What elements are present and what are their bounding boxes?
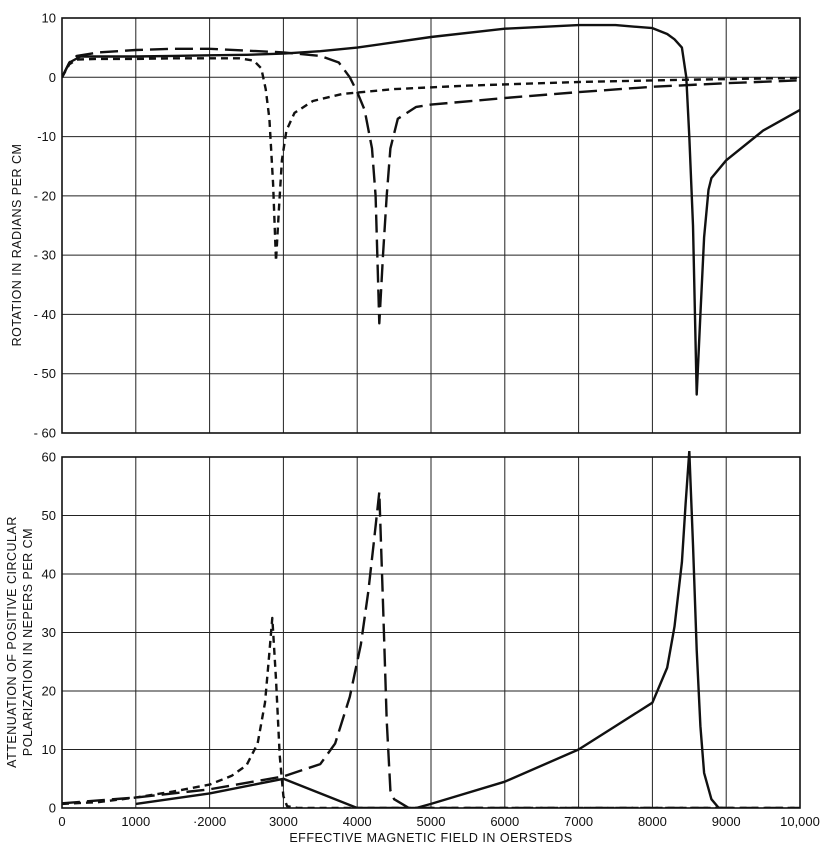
y-tick-label: 10 bbox=[42, 742, 56, 757]
series-solid-line bbox=[62, 23, 801, 396]
y-tick-label: 0 bbox=[49, 70, 56, 85]
x-tick-label: 9000 bbox=[712, 814, 741, 829]
x-tick-label: 5000 bbox=[417, 814, 446, 829]
y-tick-label: 40 bbox=[42, 567, 56, 582]
y-tick-label: -10 bbox=[37, 129, 56, 144]
attenuation-y-axis-label-line-2: POLARIZATION IN NEPERS PER CM bbox=[21, 528, 35, 756]
y-tick-label: 0 bbox=[49, 801, 56, 816]
rotation-y-axis-label: ROTATION IN RADIANS PER CM bbox=[10, 144, 24, 347]
x-tick-label: 4000 bbox=[343, 814, 372, 829]
x-tick-label: 10,000 bbox=[780, 814, 820, 829]
x-tick-label: 3000 bbox=[269, 814, 298, 829]
attenuation-y-axis-label-line-1: ATTENUATION OF POSITIVE CIRCULAR bbox=[5, 516, 19, 768]
rotation-panel: 10 0 -10 - 20 - 30 - 40 - 50 - 60 bbox=[34, 11, 801, 441]
x-tick-label: ·2000 bbox=[193, 814, 226, 829]
x-tick-label: 8000 bbox=[638, 814, 667, 829]
x-tick-label: 7000 bbox=[564, 814, 593, 829]
series-long-dash-line bbox=[62, 47, 801, 325]
series-short-dash-line bbox=[62, 616, 800, 808]
y-tick-label: - 60 bbox=[34, 426, 56, 441]
plot-frame bbox=[61, 17, 801, 434]
x-axis-label: EFFECTIVE MAGNETIC FIELD IN OERSTEDS bbox=[289, 831, 572, 845]
y-tick-label: 10 bbox=[42, 11, 56, 26]
series-solid-line bbox=[135, 451, 727, 808]
y-tick-label: - 40 bbox=[34, 307, 56, 322]
x-tick-label: 6000 bbox=[490, 814, 519, 829]
y-tick-label: - 50 bbox=[34, 366, 56, 381]
y-tick-label: - 30 bbox=[34, 248, 56, 263]
x-tick-label: 1000 bbox=[121, 814, 150, 829]
y-tick-label: 60 bbox=[42, 450, 56, 465]
x-tick-label: 0 bbox=[58, 814, 65, 829]
y-tick-label: 30 bbox=[42, 625, 56, 640]
series-short-dash-line bbox=[62, 57, 801, 263]
series-long-dash-line bbox=[62, 490, 800, 808]
y-tick-label: 20 bbox=[42, 684, 56, 699]
y-tick-label: 50 bbox=[42, 508, 56, 523]
y-tick-label: - 20 bbox=[34, 188, 56, 203]
